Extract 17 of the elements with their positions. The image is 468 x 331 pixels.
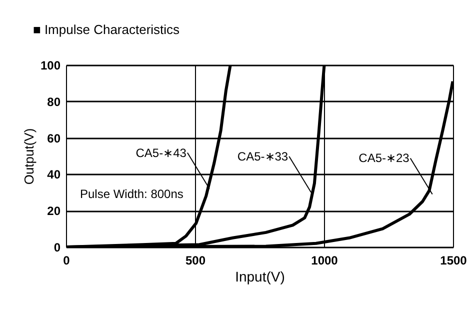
y-tick-label: 40 xyxy=(47,168,61,182)
x-tick-label: 500 xyxy=(185,254,206,268)
x-tick-label: 1500 xyxy=(440,254,468,268)
x-axis-title: Input(V) xyxy=(235,268,285,284)
y-axis-title: Output(V) xyxy=(21,128,36,185)
annotation: CA5-∗43 xyxy=(136,146,187,160)
y-tick-label: 0 xyxy=(54,240,61,254)
x-tick-label: 0 xyxy=(63,254,70,268)
annotation: CA5-∗23 xyxy=(358,151,410,166)
y-tick-label: 100 xyxy=(40,58,61,72)
chart-title: ■ Impulse Characteristics xyxy=(32,22,180,37)
y-tick-label: 60 xyxy=(47,131,61,146)
y-tick-label: 80 xyxy=(47,94,61,109)
y-tick-label: 20 xyxy=(47,204,61,218)
x-tick-label: 1000 xyxy=(311,254,338,268)
annotation: Pulse Width: 800ns xyxy=(80,187,184,202)
annotation: CA5-∗33 xyxy=(237,149,288,164)
